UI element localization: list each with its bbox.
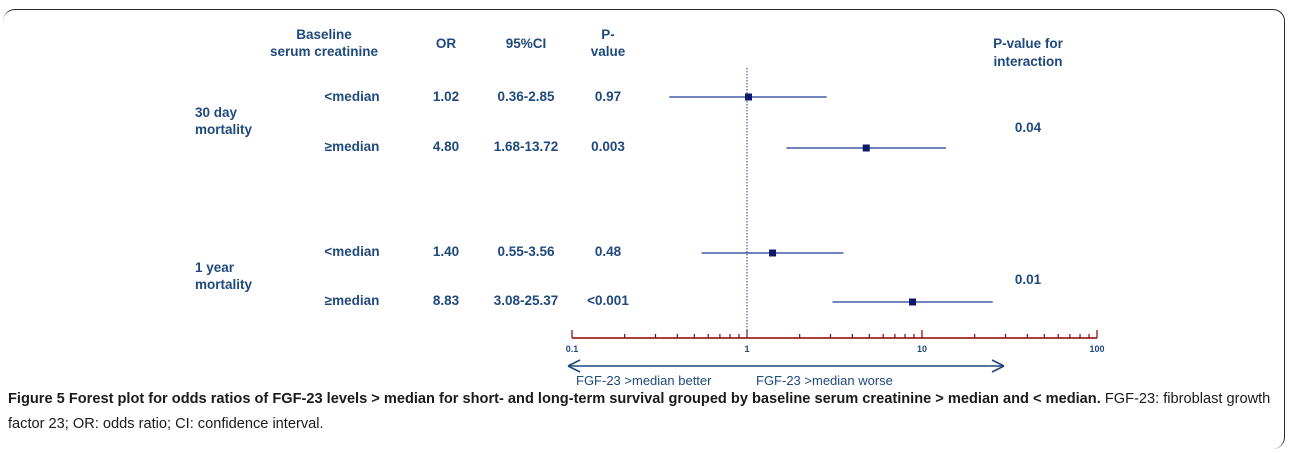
header-ci: 95%CI [506, 36, 547, 51]
arrow-left-label: FGF-23 >median better [576, 373, 712, 385]
row-p: <0.001 [587, 293, 629, 308]
row-or: 4.80 [433, 139, 459, 154]
point-estimate [862, 144, 870, 152]
forest-plot: Baseline serum creatinine OR 95%CI P- va… [195, 27, 1105, 385]
arrow-right-icon [991, 359, 1005, 373]
figure-caption: Figure 5 Forest plot for odds ratios of … [8, 387, 1278, 437]
group-label-30day-line2: mortality [195, 122, 253, 137]
header-interaction-line1: P-value for [993, 36, 1064, 51]
row-or: 1.40 [433, 244, 459, 259]
x-tick-label: 10 [917, 344, 927, 354]
interaction-p-1year: 0.01 [1015, 272, 1042, 287]
row-ci: 0.36-2.85 [497, 89, 555, 104]
table-row: ≥median 4.80 1.68-13.72 0.003 [325, 139, 626, 154]
arrow-left-icon [567, 359, 581, 373]
x-tick-label: 0.1 [566, 344, 579, 354]
table-row: <median 1.02 0.36-2.85 0.97 [324, 89, 621, 104]
row-subgroup: ≥median [325, 293, 380, 308]
table-row: <median 1.40 0.55-3.56 0.48 [324, 244, 621, 259]
row-or: 8.83 [433, 293, 460, 308]
interaction-p-30day: 0.04 [1015, 120, 1042, 135]
arrow-right-label: FGF-23 >median worse [756, 373, 893, 385]
point-estimate [745, 93, 753, 101]
point-estimate [769, 249, 777, 257]
x-tick-label: 1 [744, 344, 749, 354]
row-p: 0.97 [595, 89, 621, 104]
row-or: 1.02 [433, 89, 459, 104]
x-axis: 0.1 1 10 100 [566, 330, 1105, 354]
table-row: ≥median 8.83 3.08-25.37 <0.001 [325, 293, 630, 308]
row-subgroup: <median [324, 244, 379, 259]
row-ci: 0.55-3.56 [497, 244, 555, 259]
row-p: 0.003 [591, 139, 625, 154]
group-label-1year-line1: 1 year [195, 260, 235, 275]
header-p-line2: value [591, 44, 626, 59]
direction-arrows: FGF-23 >median better FGF-23 >median wor… [567, 359, 1005, 385]
header-baseline-line2: serum creatinine [270, 44, 379, 59]
row-subgroup: <median [324, 89, 379, 104]
point-estimate [909, 298, 917, 306]
header-p-line1: P- [601, 27, 615, 42]
caption-text: FGF-23: fibroblast growth factor 23; OR:… [8, 391, 1271, 432]
row-subgroup: ≥median [325, 139, 380, 154]
figure-frame [3, 9, 1285, 449]
header-baseline-line1: Baseline [296, 27, 352, 42]
point-estimates [669, 93, 993, 306]
x-tick-label: 100 [1089, 344, 1104, 354]
header-interaction-line2: interaction [993, 54, 1062, 69]
group-label-30day-line1: 30 day [195, 105, 238, 120]
row-p: 0.48 [595, 244, 622, 259]
header-or: OR [436, 36, 457, 51]
row-ci: 3.08-25.37 [494, 293, 559, 308]
group-label-1year-line2: mortality [195, 277, 253, 292]
caption-label: Figure 5 [8, 391, 65, 407]
caption-title: Forest plot for odds ratios of FGF-23 le… [68, 391, 1101, 407]
row-ci: 1.68-13.72 [494, 139, 559, 154]
